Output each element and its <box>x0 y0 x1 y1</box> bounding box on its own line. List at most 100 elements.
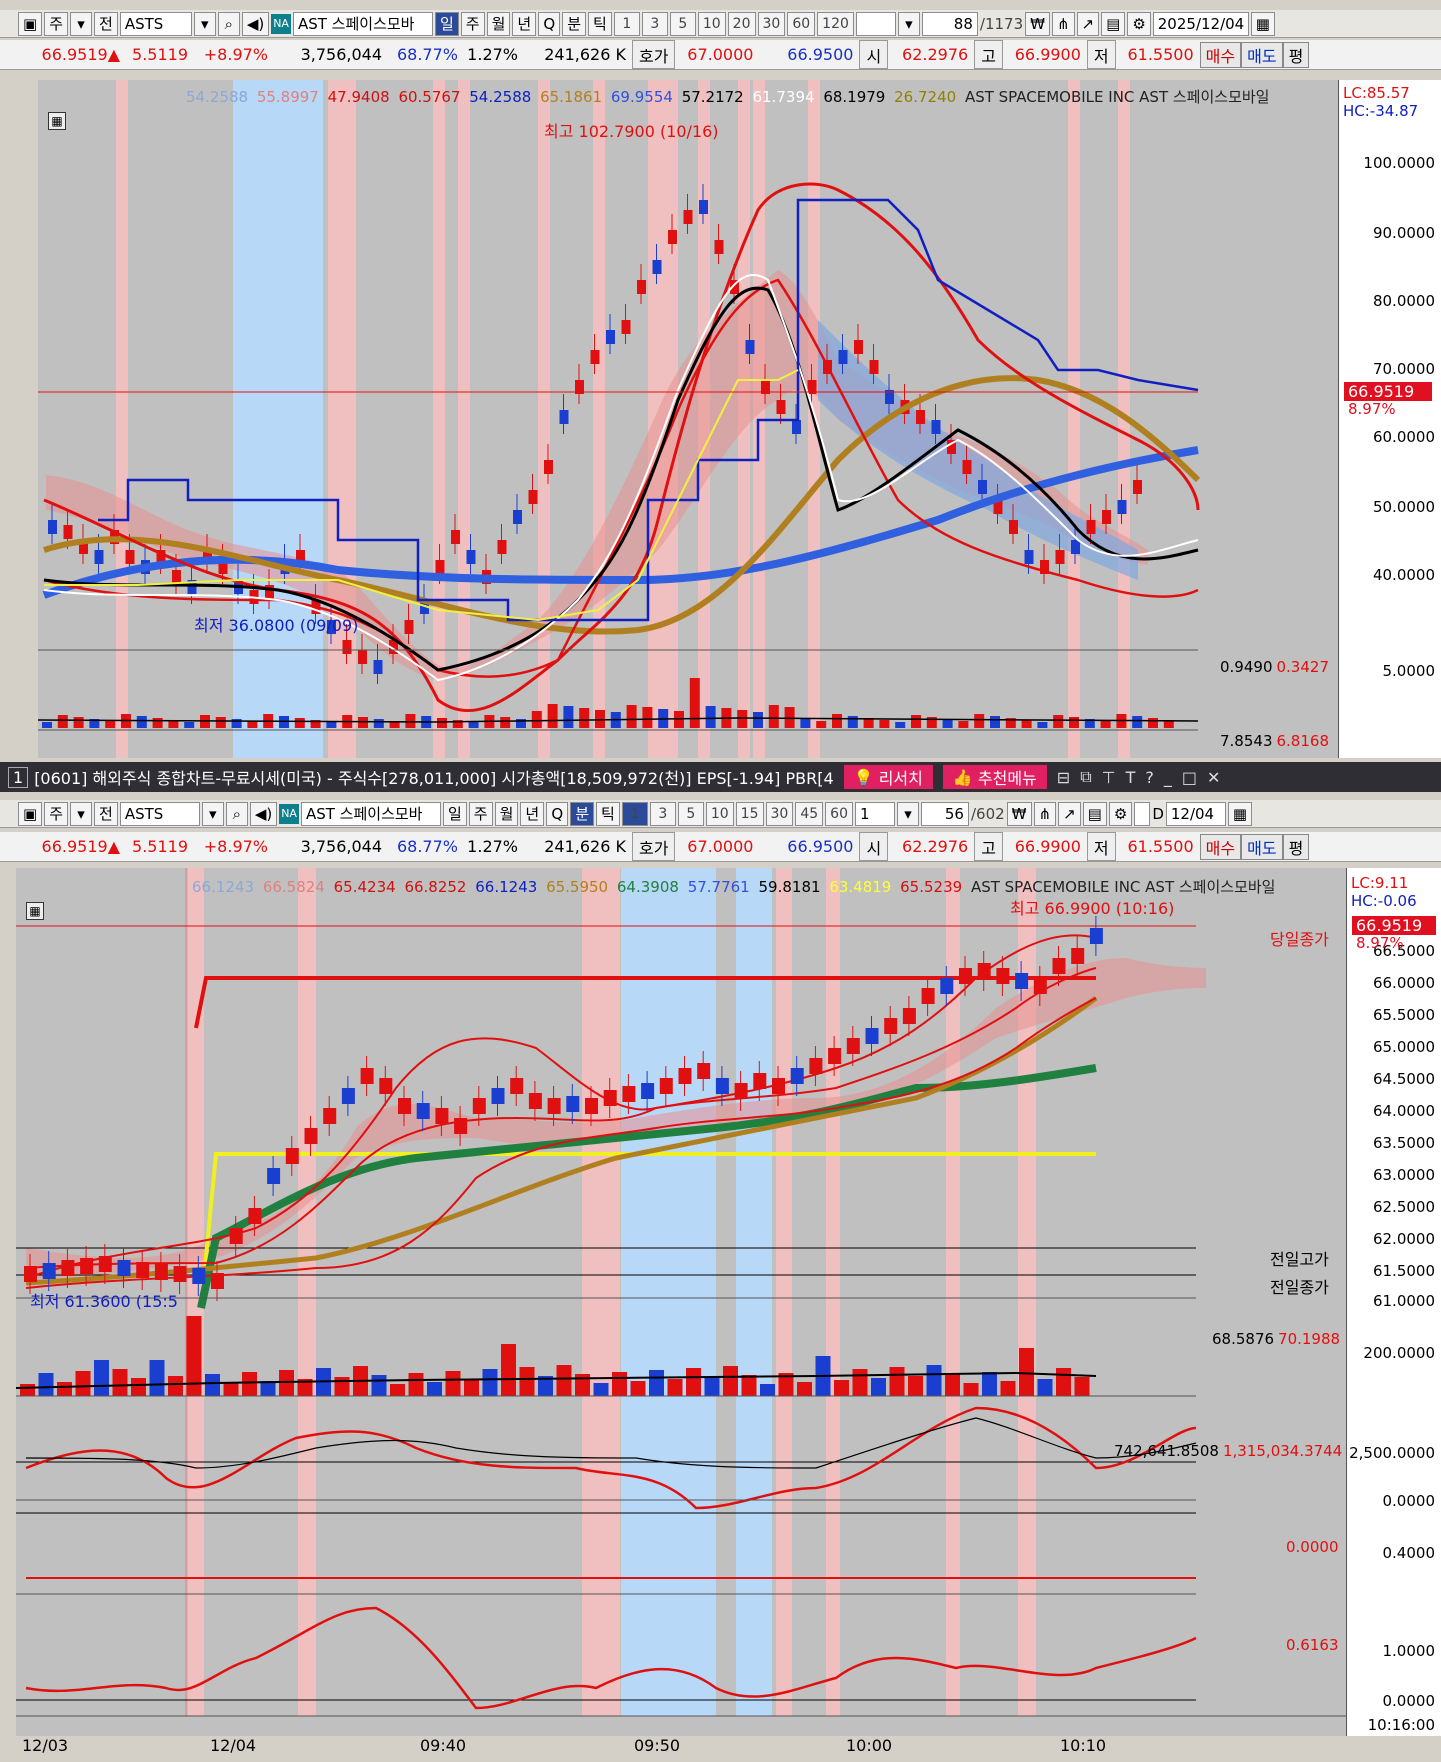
period-day[interactable]: 일 <box>434 11 459 36</box>
symbol-input[interactable]: ASTS <box>119 801 200 826</box>
buy-button[interactable]: 매수 <box>1199 833 1242 860</box>
interval-30[interactable]: 30 <box>757 11 786 36</box>
period-quarter[interactable]: Q <box>538 11 561 36</box>
cycle-button[interactable]: 주 <box>44 801 68 826</box>
search-icon[interactable]: ⌕ <box>225 801 248 826</box>
x-axis-label: 12/03 <box>22 1736 69 1755</box>
sell-button[interactable]: 매도 <box>1241 833 1283 860</box>
period-minute[interactable]: 분 <box>562 11 587 36</box>
interval-10[interactable]: 10 <box>697 11 726 36</box>
date-input[interactable]: 2025/12/04 <box>1152 11 1249 36</box>
crosshair-icon[interactable]: ▦ <box>26 902 44 920</box>
bottom-legend-value: 57.7761 <box>687 878 750 896</box>
won-icon[interactable]: ₩ <box>1006 801 1032 826</box>
all-button[interactable]: 전 <box>94 801 118 826</box>
interval-input[interactable]: 1 <box>854 801 895 826</box>
bottom-chart[interactable] <box>16 868 1346 1736</box>
cycle-button[interactable]: 주 <box>44 11 68 36</box>
interval-dropdown-icon[interactable]: ▾ <box>896 801 919 826</box>
stock-name-field[interactable]: AST 스페이스모바 <box>292 11 433 36</box>
top-price-tag: 66.9519 <box>1344 382 1432 401</box>
speaker-icon[interactable]: ◀) <box>241 11 270 36</box>
candle-body <box>454 1118 468 1134</box>
interval-45[interactable]: 45 <box>795 801 824 826</box>
eval-button[interactable]: 평 <box>1282 41 1310 68</box>
period-month[interactable]: 월 <box>494 801 519 826</box>
minimize-icon[interactable]: _ <box>1163 767 1172 787</box>
interval-10[interactable]: 10 <box>705 801 734 826</box>
period-year[interactable]: 년 <box>520 801 545 826</box>
save-icon[interactable]: ▤ <box>1082 801 1107 826</box>
interval-5[interactable]: 5 <box>677 801 704 826</box>
gear-icon[interactable]: ⚙ <box>1108 801 1133 826</box>
indicator-icon[interactable]: ⋔ <box>1033 801 1057 826</box>
search-icon[interactable]: ⌕ <box>217 11 240 36</box>
symbol-input[interactable]: ASTS <box>119 11 192 36</box>
copy-icon[interactable]: ⧉ <box>1080 767 1092 786</box>
volume-bar <box>626 705 637 728</box>
period-tick[interactable]: 틱 <box>596 801 620 826</box>
save-icon[interactable]: ▤ <box>1101 11 1126 36</box>
signal-band-pink <box>433 80 445 758</box>
text-icon[interactable]: T <box>1125 767 1136 787</box>
maximize-icon[interactable]: □ <box>1181 767 1197 787</box>
gear-icon[interactable]: ⚙ <box>1127 11 1151 36</box>
dropdown-icon[interactable]: ▾ <box>70 11 92 36</box>
period-week[interactable]: 주 <box>468 801 493 826</box>
interval-1[interactable]: 1 <box>613 11 640 36</box>
period-minute[interactable]: 분 <box>570 801 595 826</box>
period-month[interactable]: 월 <box>486 11 511 36</box>
won-icon[interactable]: ₩ <box>1025 11 1050 36</box>
interval-120[interactable]: 120 <box>817 11 854 36</box>
interval-15[interactable]: 15 <box>735 801 764 826</box>
interval-5[interactable]: 5 <box>669 11 696 36</box>
speaker-icon[interactable]: ◀) <box>249 801 278 826</box>
volume-bar <box>575 1374 590 1396</box>
buy-button[interactable]: 매수 <box>1199 41 1242 68</box>
chart-type-icon[interactable]: ▣ <box>18 801 43 826</box>
close-icon[interactable]: ✕ <box>1206 767 1221 787</box>
research-button[interactable]: 💡 리서치 <box>843 765 933 789</box>
interval-3[interactable]: 3 <box>641 11 668 36</box>
sell-button[interactable]: 매도 <box>1241 41 1283 68</box>
interval-30[interactable]: 30 <box>765 801 794 826</box>
d-checkbox[interactable] <box>1134 801 1151 826</box>
interval-20[interactable]: 20 <box>727 11 756 36</box>
trend-icon[interactable]: ↗ <box>1058 801 1081 826</box>
trend-icon[interactable]: ↗ <box>1076 11 1100 36</box>
interval-input[interactable] <box>855 11 896 36</box>
period-day[interactable]: 일 <box>442 801 467 826</box>
period-quarter[interactable]: Q <box>546 801 569 826</box>
stock-name-field[interactable]: AST 스페이스모바 <box>300 801 441 826</box>
calendar-icon[interactable]: ▦ <box>1250 11 1275 36</box>
help-icon[interactable]: ? <box>1145 767 1154 787</box>
pin-icon[interactable]: ⊤ <box>1101 767 1116 787</box>
volume-bar <box>879 720 890 728</box>
eval-button[interactable]: 평 <box>1282 833 1310 860</box>
interval-60[interactable]: 60 <box>825 801 853 826</box>
date-input[interactable]: 12/04 <box>1165 801 1226 826</box>
period-tick[interactable]: 틱 <box>588 11 612 36</box>
count-input[interactable]: 88 <box>921 11 978 36</box>
interval-3[interactable]: 3 <box>649 801 676 826</box>
calendar-icon[interactable]: ▦ <box>1227 801 1253 826</box>
interval-1[interactable]: 1 <box>621 801 648 826</box>
crosshair-icon[interactable]: ▦ <box>48 112 66 130</box>
period-year[interactable]: 년 <box>512 11 537 36</box>
symbol-dropdown-icon[interactable]: ▾ <box>201 801 224 826</box>
signal-band-blue <box>621 868 716 1716</box>
all-button[interactable]: 전 <box>94 11 118 36</box>
period-week[interactable]: 주 <box>460 11 485 36</box>
close-label: 당일종가 <box>1270 930 1329 949</box>
symbol-dropdown-icon[interactable]: ▾ <box>193 11 216 36</box>
dropdown-icon[interactable]: ▾ <box>70 801 92 826</box>
volume-bar <box>242 1372 257 1396</box>
interval-60[interactable]: 60 <box>787 11 816 36</box>
layout-icon[interactable]: ⊟ <box>1056 767 1071 787</box>
interval-dropdown-icon[interactable]: ▾ <box>897 11 920 36</box>
chart-type-icon[interactable]: ▣ <box>18 11 43 36</box>
recommend-button[interactable]: 👍 추천메뉴 <box>942 765 1047 789</box>
indicator-icon[interactable]: ⋔ <box>1051 11 1075 36</box>
count-input[interactable]: 56 <box>920 801 969 826</box>
top-chart[interactable] <box>38 80 1338 758</box>
